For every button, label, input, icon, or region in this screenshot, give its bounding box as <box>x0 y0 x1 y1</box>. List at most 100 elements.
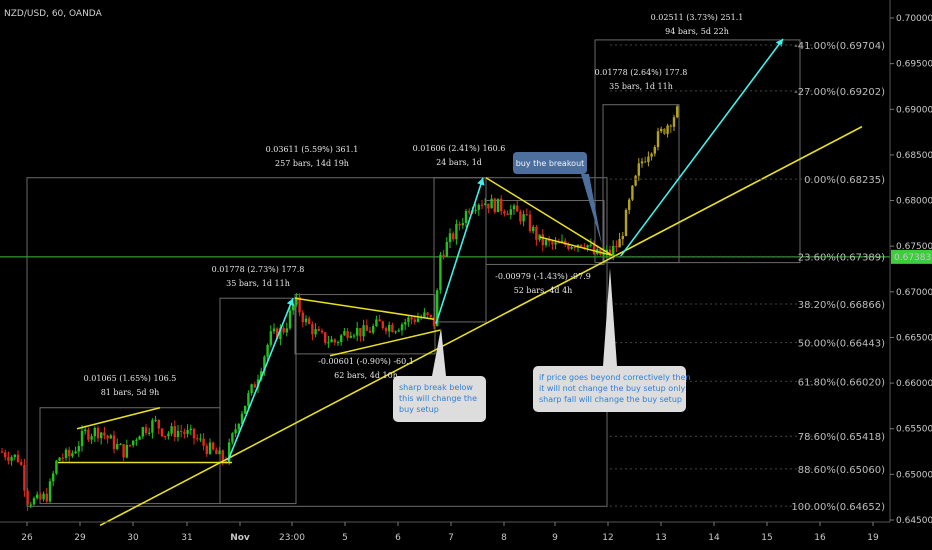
measure-bars: 94 bars, 5d 22h <box>665 27 729 36</box>
candle-body <box>132 440 135 446</box>
candle-body <box>522 214 525 222</box>
fib-level-label: 88.60%(0.65060) <box>798 465 885 476</box>
candle-body <box>301 312 304 323</box>
candles <box>0 104 679 511</box>
corrective-text: it will not change the buy setup only <box>539 384 685 393</box>
candle-body <box>324 332 327 343</box>
candle-body <box>634 175 637 186</box>
measure-value: 0.01778 (2.64%) 177.8 <box>595 68 688 77</box>
candle-body <box>170 426 173 434</box>
fib-levels: -41.00%(0.69704) -27.00%(0.69202) 0.00%(0.… <box>610 41 885 513</box>
candle-body <box>356 328 359 336</box>
candle-body <box>516 205 519 212</box>
candle-body <box>468 211 471 213</box>
candle-body <box>586 245 589 248</box>
candle-body <box>378 319 381 322</box>
candle-body <box>474 209 477 211</box>
sharp-break-text: buy setup <box>399 405 439 414</box>
fib-level-label: -41.00%(0.69704) <box>794 41 885 52</box>
x-tick-label: 15 <box>761 533 772 543</box>
candle-body <box>45 493 48 502</box>
x-tick-label: 30 <box>127 533 139 543</box>
candle-body <box>656 131 660 148</box>
candle-body <box>304 318 308 323</box>
candle-body <box>202 438 205 446</box>
candle-body <box>461 223 464 226</box>
candle-body <box>500 198 503 211</box>
candle-body <box>333 339 336 343</box>
candle-body <box>548 239 551 242</box>
candle-body <box>20 461 23 465</box>
candle-body <box>164 436 167 438</box>
candle-body <box>52 473 55 482</box>
candle-body <box>119 444 122 446</box>
candle-body <box>573 247 576 249</box>
candle-body <box>506 213 509 215</box>
candle-body <box>330 339 333 343</box>
buy-breakout-text: buy the breakout <box>516 159 585 168</box>
y-tick-label: 0.68000 <box>896 197 932 207</box>
candle-body <box>295 297 298 305</box>
candle-body <box>493 198 496 213</box>
candle-body <box>650 153 653 157</box>
candle-body <box>349 335 352 338</box>
candle-body <box>212 442 215 450</box>
buy-breakout-pointer <box>581 174 602 245</box>
candle-body <box>666 125 669 134</box>
candle-body <box>317 328 320 331</box>
candle-body <box>509 209 512 215</box>
candle-body <box>644 161 647 163</box>
corrective-text: sharp fall will change the buy setup <box>539 395 682 404</box>
candle-body <box>477 204 480 210</box>
candle-body <box>519 211 522 222</box>
candle-body <box>580 244 583 247</box>
candle-body <box>618 239 621 248</box>
candle-body <box>442 254 445 257</box>
candle-body <box>416 318 420 322</box>
candle-body <box>237 423 240 430</box>
candle-body <box>141 427 144 437</box>
measure-value: 0.01778 (2.73%) 177.8 <box>212 265 305 274</box>
candle-body <box>496 198 500 213</box>
measure-value: 0.01606 (2.41%) 160.6 <box>413 144 506 153</box>
wedge-top-line <box>485 177 613 256</box>
candle-body <box>676 106 679 118</box>
candle-body <box>36 494 39 499</box>
candle-body <box>368 330 372 333</box>
x-tick-label: 31 <box>181 533 192 543</box>
candle-body <box>583 246 586 248</box>
candle-body <box>234 429 237 434</box>
candle-body <box>7 457 10 461</box>
candle-body <box>320 330 324 333</box>
candle-body <box>432 316 436 327</box>
y-tick-label: 0.68500 <box>896 151 932 161</box>
candle-body <box>653 147 656 154</box>
candle-body <box>196 438 199 440</box>
corrective-pointer <box>603 268 617 366</box>
candle-body <box>589 244 592 246</box>
measure-value: -0.00601 (-0.90%) -60.1 <box>318 357 414 366</box>
candle-body <box>90 436 93 440</box>
candle-body <box>554 242 557 245</box>
candle-body <box>669 125 672 127</box>
candle-body <box>314 328 317 335</box>
y-tick-label: 0.69500 <box>896 60 932 70</box>
chart-title: NZD/USD, 60, OANDA <box>4 9 103 19</box>
candle-body <box>452 233 455 240</box>
candle-body <box>525 214 528 216</box>
candle-body <box>327 342 330 344</box>
candle-body <box>455 224 458 240</box>
candle-body <box>660 128 663 132</box>
candle-body <box>439 254 442 291</box>
candle-body <box>560 240 564 243</box>
candle-body <box>29 504 32 506</box>
candle-body <box>637 163 640 176</box>
candle-body <box>148 432 151 434</box>
candle-body <box>157 419 160 429</box>
candle-body <box>80 431 84 447</box>
candle-body <box>541 234 544 246</box>
candle-body <box>100 432 103 439</box>
candle-body <box>272 328 276 332</box>
candle-body <box>32 498 36 505</box>
